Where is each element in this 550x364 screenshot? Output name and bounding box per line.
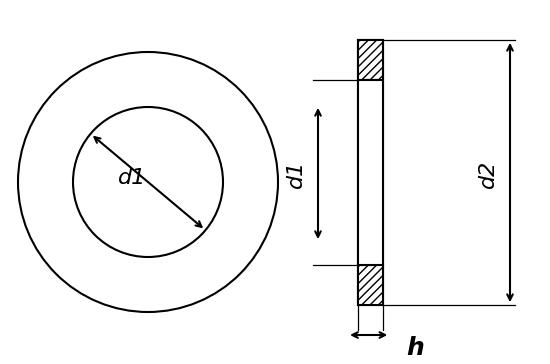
Bar [358,40,383,80]
Text: d1: d1 [118,168,146,188]
Bar [358,80,383,265]
Bar [358,265,383,305]
Text: d2: d2 [478,160,498,188]
Text: h: h [406,336,424,360]
Text: d1: d1 [286,160,306,188]
Bar [358,40,383,305]
